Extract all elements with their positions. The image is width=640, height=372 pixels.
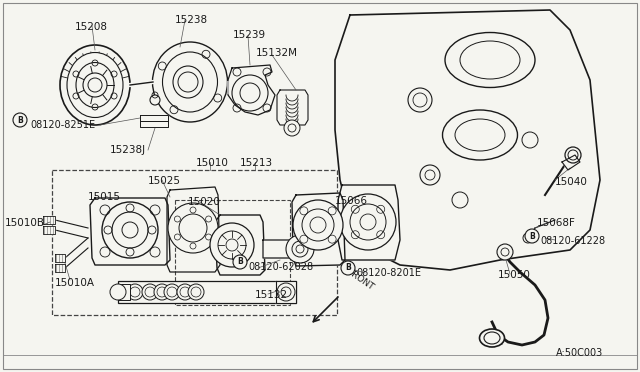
Text: 15015: 15015 [88,192,121,202]
Circle shape [168,203,218,253]
Circle shape [88,78,102,92]
Polygon shape [140,121,168,127]
Circle shape [525,229,539,243]
Circle shape [210,223,254,267]
Ellipse shape [442,110,518,160]
Polygon shape [277,90,308,125]
Text: 15050: 15050 [498,270,531,280]
Polygon shape [55,254,65,262]
Circle shape [13,113,27,127]
Text: 08120-61228: 08120-61228 [540,236,605,246]
Circle shape [142,284,158,300]
Text: 15132M: 15132M [256,48,298,58]
Circle shape [83,73,107,97]
Text: B: B [237,257,243,266]
Text: 15020: 15020 [188,197,221,207]
Circle shape [284,120,300,136]
Bar [175,200,290,305]
Polygon shape [562,155,580,170]
Text: B: B [529,231,535,241]
Text: 15208: 15208 [75,22,108,32]
Text: 08120-8251E: 08120-8251E [30,120,95,130]
Circle shape [277,283,295,301]
Circle shape [110,284,126,300]
Circle shape [232,75,268,111]
Polygon shape [43,226,55,234]
Polygon shape [90,198,170,265]
Circle shape [565,147,581,163]
Ellipse shape [152,42,227,122]
Circle shape [150,95,160,105]
Circle shape [341,261,355,275]
Text: 15213: 15213 [240,158,273,168]
Polygon shape [140,115,168,121]
Ellipse shape [60,45,130,125]
Bar [52,170,337,315]
Text: A:50C003: A:50C003 [556,348,604,358]
Circle shape [523,233,533,243]
Text: 08120-62028: 08120-62028 [248,262,313,272]
Ellipse shape [173,66,203,98]
Ellipse shape [163,52,218,112]
Ellipse shape [76,62,114,108]
Circle shape [177,284,193,300]
Circle shape [188,284,204,300]
Circle shape [286,235,314,263]
Text: 15010: 15010 [196,158,229,168]
Text: 15132: 15132 [255,290,288,300]
Text: 15238J: 15238J [110,145,146,155]
Circle shape [497,244,513,260]
Polygon shape [167,187,220,272]
Text: B: B [17,115,23,125]
Circle shape [233,255,247,269]
Text: 15010A: 15010A [55,278,95,288]
Circle shape [293,200,343,250]
Text: 15238: 15238 [175,15,208,25]
Polygon shape [215,215,265,275]
Text: 15040: 15040 [555,177,588,187]
Polygon shape [338,185,400,260]
Circle shape [127,284,143,300]
Circle shape [154,284,170,300]
Circle shape [102,202,158,258]
Polygon shape [43,216,55,224]
Text: 15025: 15025 [148,176,181,186]
Text: 15239: 15239 [233,30,266,40]
Polygon shape [276,281,296,303]
Text: 15066: 15066 [335,196,368,206]
Text: 15010B: 15010B [5,218,45,228]
Polygon shape [228,65,275,115]
Polygon shape [335,10,600,270]
Text: B: B [345,263,351,273]
Polygon shape [292,193,345,266]
Text: 15068F: 15068F [537,218,576,228]
Text: FRONT: FRONT [345,267,375,292]
Circle shape [340,194,396,250]
Circle shape [164,284,180,300]
Text: 08120-8201E: 08120-8201E [356,268,421,278]
Bar [118,281,296,303]
Ellipse shape [479,329,504,347]
Bar [118,284,130,300]
Polygon shape [263,240,295,258]
Ellipse shape [67,52,123,118]
Polygon shape [55,264,65,272]
